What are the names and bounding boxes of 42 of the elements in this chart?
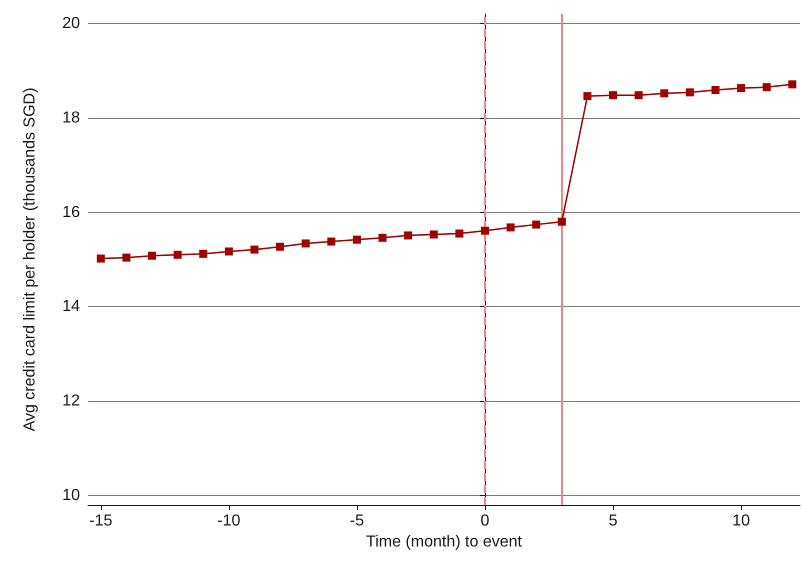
point [532,220,540,229]
point [788,80,796,88]
y-tick-label: 16 [62,204,80,221]
point [404,231,412,240]
y-tick-label: 10 [62,487,80,504]
point [634,91,643,100]
point [480,226,489,235]
x-axis-title: Time (month) to event [366,533,523,550]
y-tick-label: 18 [62,109,80,126]
y-tick-label: 20 [62,14,80,32]
point [250,246,258,254]
point [122,254,130,262]
y-tick-label: 12 [62,392,80,410]
y-axis-title: Avg credit card limit per holder (thousands SGD) [22,88,38,432]
point [558,218,566,226]
point [737,84,746,92]
x-tick-label: 0 [480,512,490,530]
point [148,252,156,260]
point [327,238,336,246]
x-tick-label: 10 [732,512,750,530]
x-tick-label: -5 [350,512,364,530]
point [352,236,361,244]
point [455,230,464,238]
point [660,89,668,98]
point [276,242,284,251]
point [609,91,618,100]
point [686,88,694,96]
y-tick-label: 14 [62,298,80,316]
point [302,239,310,248]
point [430,230,438,238]
point [583,92,592,100]
point [224,247,233,256]
point [174,250,182,259]
point [378,234,387,242]
point [506,223,515,232]
point [199,250,208,258]
point [762,83,771,92]
x-tick-label: 5 [608,512,618,530]
point [96,254,105,263]
x-tick-label: -10 [217,512,241,530]
point [711,86,720,94]
x-tick-label: -15 [89,512,112,530]
